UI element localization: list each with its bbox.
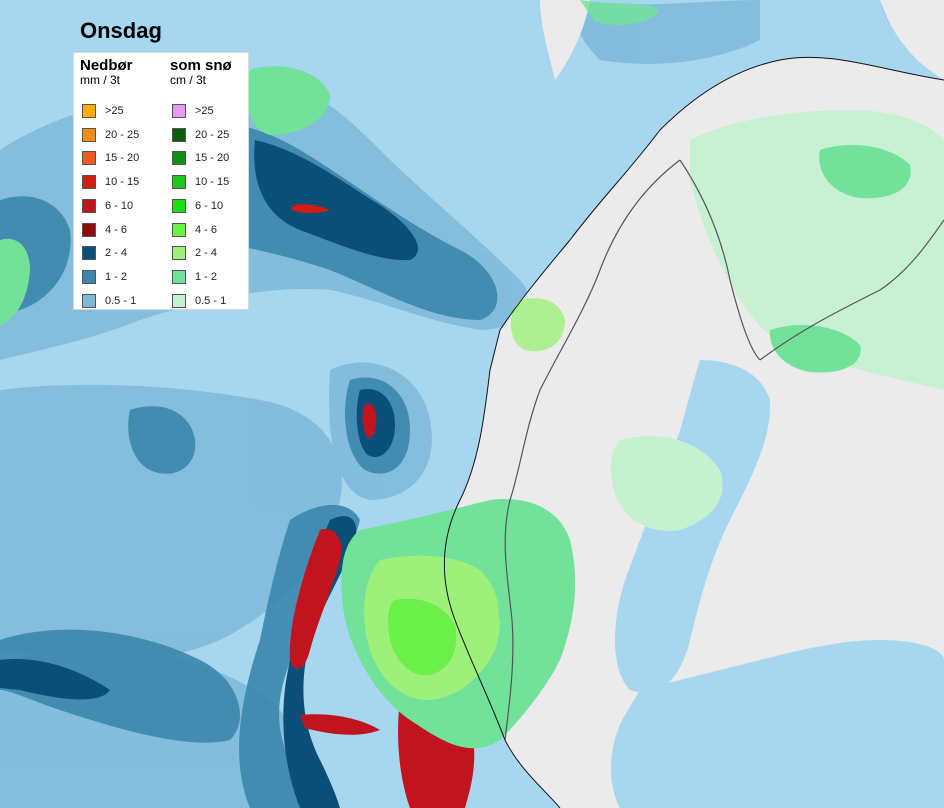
rain-legend-swatch — [82, 127, 96, 142]
rain-legend-label: 15 - 20 — [105, 152, 140, 165]
rain-legend-item: 15 - 20 — [82, 150, 139, 166]
snow-legend-swatch — [172, 127, 186, 142]
rain-legend-swatch — [82, 175, 96, 190]
rain-legend-item: 6 - 10 — [82, 198, 133, 214]
legend-snow-column: som snø cm / 3t >25 20 - 25 15 - 20 10 - 15… — [170, 57, 254, 308]
snow-legend-item: 4 - 6 — [172, 222, 217, 238]
snow-precip — [0, 0, 944, 749]
legend: Nedbør mm / 3t >25 20 - 25 15 - 20 10 - 15 6… — [73, 52, 249, 310]
snow-legend-label: 10 - 15 — [195, 176, 230, 189]
snow-legend-label: 2 - 4 — [195, 247, 218, 260]
snow-legend-item: 15 - 20 — [172, 150, 229, 166]
snow-legend-swatch — [172, 151, 186, 166]
rain-legend-label: 2 - 4 — [105, 247, 128, 260]
rain-legend-label: 4 - 6 — [105, 223, 128, 236]
snow-legend-swatch — [172, 222, 186, 237]
snow-legend-item: 20 - 25 — [172, 127, 229, 143]
norway-coastline — [443, 56, 944, 808]
rain-legend-label: 1 - 2 — [105, 270, 128, 283]
country-borders — [504, 159, 944, 741]
rain-legend-item: >25 — [82, 103, 124, 119]
rain-legend-label: 6 - 10 — [105, 199, 134, 212]
snow-legend-item: >25 — [172, 103, 214, 119]
rain-legend-swatch — [82, 104, 96, 118]
rain-legend-label: >25 — [105, 105, 124, 117]
snow-legend-swatch — [172, 198, 186, 213]
rain-legend-label: 0.5 - 1 — [105, 294, 137, 307]
legend-rain-unit: mm / 3t — [80, 73, 121, 87]
snow-legend-label: 15 - 20 — [195, 152, 230, 165]
rain-legend-swatch — [82, 269, 96, 284]
snow-legend-item: 6 - 10 — [172, 198, 223, 214]
rain-legend-label: 20 - 25 — [105, 128, 140, 141]
snow-legend-label: >25 — [195, 105, 214, 117]
snow-legend-item: 10 - 15 — [172, 174, 229, 190]
snow-legend-item: 1 - 2 — [172, 269, 217, 285]
snow-legend-swatch — [172, 175, 186, 190]
rain-legend-swatch — [82, 222, 96, 237]
snow-legend-item: 0.5 - 1 — [172, 293, 226, 309]
snow-legend-label: 20 - 25 — [195, 128, 230, 141]
map-title: Onsdag — [80, 18, 162, 43]
baltic-sea — [610, 360, 944, 808]
rain-legend-item: 2 - 4 — [82, 245, 127, 261]
rain-legend-item: 1 - 2 — [82, 269, 127, 285]
snow-legend-swatch — [172, 293, 186, 308]
legend-snow-title: som snø — [170, 57, 232, 74]
snow-legend-label: 1 - 2 — [195, 270, 218, 283]
legend-rain-column: Nedbør mm / 3t >25 20 - 25 15 - 20 10 - 15 6… — [80, 57, 164, 308]
rain-legend-item: 20 - 25 — [82, 127, 139, 143]
rain-legend-swatch — [82, 246, 96, 261]
snow-legend-swatch — [172, 104, 186, 118]
snow-legend-label: 4 - 6 — [195, 223, 218, 236]
rain-legend-label: 10 - 15 — [105, 176, 140, 189]
rain-legend-swatch — [82, 293, 96, 308]
snow-legend-label: 6 - 10 — [195, 199, 224, 212]
rain-legend-item: 10 - 15 — [82, 174, 139, 190]
legend-snow-unit: cm / 3t — [170, 73, 207, 87]
rain-legend-item: 0.5 - 1 — [82, 293, 136, 309]
legend-rain-title: Nedbør — [80, 57, 133, 74]
snow-legend-swatch — [172, 269, 186, 284]
snow-legend-item: 2 - 4 — [172, 245, 217, 261]
rain-legend-swatch — [82, 198, 96, 213]
snow-legend-swatch — [172, 246, 186, 261]
snow-legend-label: 0.5 - 1 — [195, 294, 227, 307]
rain-legend-swatch — [82, 151, 96, 166]
rain-legend-item: 4 - 6 — [82, 222, 127, 238]
